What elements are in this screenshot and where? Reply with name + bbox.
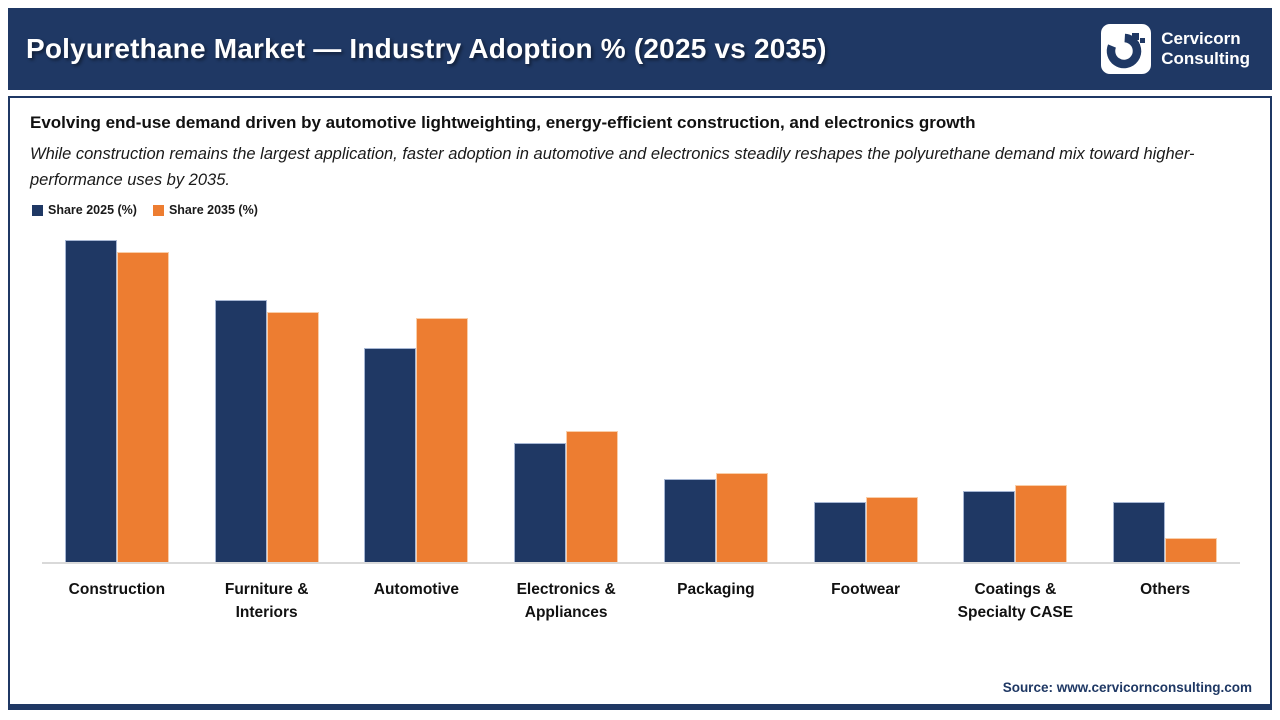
brand-name: Cervicorn Consulting (1161, 29, 1250, 68)
bar-group (491, 219, 641, 563)
brand: Cervicorn Consulting (1101, 24, 1250, 74)
bar-group (641, 219, 791, 563)
bar-2025 (663, 478, 716, 563)
bar-2035 (1165, 538, 1218, 563)
brand-name-line2: Consulting (1161, 49, 1250, 68)
bar-2025 (963, 490, 1016, 563)
bar-2035 (865, 496, 918, 563)
bar-group (342, 219, 492, 563)
legend-label: Share 2035 (%) (168, 203, 258, 218)
chart: Construction Furniture & Interiors Automot… (42, 219, 1240, 624)
category-label: Furniture & Interiors (224, 581, 309, 621)
category-label: Footwear (831, 581, 901, 599)
bar-2035 (416, 317, 469, 563)
bar-2035 (266, 311, 319, 563)
legend-item: Share 2035 (%) (152, 203, 258, 218)
category-label: Electronics & Appliances (516, 581, 616, 621)
category-label: Coatings & Specialty CASE (957, 581, 1074, 621)
chart-legend: Share 2025 (%) Share 2035 (%) (32, 201, 1250, 219)
legend-label: Share 2025 (%) (48, 203, 137, 218)
content-panel: Evolving end-use demand driven by automo… (8, 96, 1272, 710)
bar-group (941, 219, 1091, 563)
bar-2035 (715, 472, 768, 563)
category-label: Others (1140, 581, 1191, 599)
bar-group (192, 219, 342, 563)
category-labels: Construction Furniture & Interiors Automot… (42, 564, 1240, 624)
bar-2025 (364, 347, 417, 563)
bar-group (791, 219, 941, 563)
bar-2035 (566, 430, 619, 563)
bar-2035 (116, 252, 169, 563)
brand-name-line1: Cervicorn (1161, 29, 1241, 49)
bar-2025 (514, 442, 567, 563)
chart-heading: Evolving end-use demand driven by automo… (30, 113, 976, 132)
bar-2025 (64, 240, 117, 563)
source-credit: Source: www.cervicornconsulting.com (1002, 680, 1252, 695)
page-title: Polyurethane Market — Industry Adoption … (26, 33, 827, 64)
plot-area (42, 219, 1240, 565)
cervicorn-logo-icon (1101, 24, 1152, 74)
category-label: Construction (68, 581, 166, 599)
bar-group (1090, 219, 1240, 563)
bar-2025 (813, 502, 866, 563)
chart-description: While construction remains the largest a… (30, 144, 1195, 189)
legend-item: Share 2025 (%) (32, 203, 137, 217)
legend-swatch-icon (152, 204, 164, 216)
bar-2025 (214, 299, 267, 563)
bar-2025 (1113, 502, 1166, 563)
bar-2035 (1015, 484, 1068, 563)
header-band: Polyurethane Market — Industry Adoption … (8, 8, 1272, 90)
bar-group (42, 219, 192, 563)
legend-swatch-icon (32, 204, 43, 216)
category-label: Automotive (373, 581, 459, 599)
category-label: Packaging (677, 581, 755, 599)
